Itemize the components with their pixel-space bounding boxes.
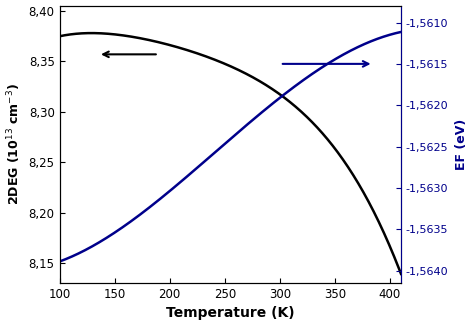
Y-axis label: 2DEG (10$^{13}$ cm$^{-3}$): 2DEG (10$^{13}$ cm$^{-3}$) [6, 83, 23, 205]
Y-axis label: EF (eV): EF (eV) [456, 119, 468, 170]
X-axis label: Temperature (K): Temperature (K) [166, 306, 295, 320]
